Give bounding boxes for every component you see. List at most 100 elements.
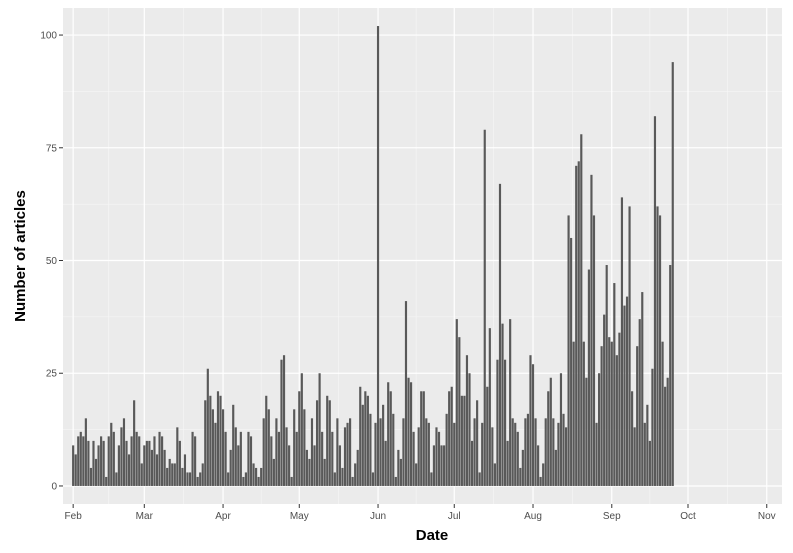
bar — [216, 391, 220, 486]
bar — [224, 431, 227, 486]
bar — [272, 458, 275, 486]
bar — [465, 355, 469, 486]
bar — [636, 346, 639, 486]
bar — [249, 436, 253, 486]
bar — [491, 427, 494, 486]
bar — [625, 296, 629, 486]
bar — [564, 427, 568, 486]
bar — [89, 467, 93, 486]
bar — [183, 454, 187, 486]
bar — [422, 391, 425, 486]
bar — [117, 445, 120, 486]
bars — [72, 26, 674, 486]
bar — [140, 463, 143, 486]
bar — [315, 400, 319, 486]
bar — [443, 445, 446, 486]
bar — [155, 454, 159, 486]
bar — [585, 377, 588, 486]
bar — [74, 454, 77, 486]
bar — [115, 472, 118, 486]
bar — [455, 319, 458, 486]
bar — [125, 440, 128, 486]
bar — [478, 472, 481, 486]
bar — [514, 422, 517, 486]
bar — [295, 431, 298, 486]
bar — [77, 436, 80, 486]
bar — [181, 467, 184, 486]
y-tick-label: 100 — [40, 31, 57, 42]
x-tick-label: Oct — [680, 511, 696, 522]
bar — [562, 413, 565, 486]
bar — [516, 431, 519, 486]
bar — [435, 427, 438, 486]
bar — [211, 409, 214, 486]
bar — [100, 436, 103, 486]
bar — [524, 418, 527, 486]
bar — [300, 373, 303, 486]
bar — [252, 463, 255, 486]
bar — [201, 463, 204, 486]
bar — [107, 436, 110, 486]
bar — [420, 391, 423, 486]
y-tick-label: 25 — [46, 369, 58, 380]
bar — [244, 472, 248, 486]
bar — [323, 458, 326, 486]
bar — [262, 418, 265, 486]
bar — [605, 265, 608, 486]
bar — [247, 431, 250, 486]
bar — [343, 427, 347, 486]
bar — [97, 445, 100, 486]
bar — [498, 183, 502, 486]
bar — [470, 440, 474, 486]
x-axis-title: Date — [416, 527, 449, 544]
bar — [613, 283, 616, 486]
bar — [364, 391, 367, 486]
bar — [237, 445, 240, 486]
bar — [392, 413, 395, 486]
bar — [620, 197, 624, 486]
bar — [270, 436, 273, 486]
bar — [458, 337, 461, 486]
bar — [288, 445, 291, 486]
bar — [460, 395, 463, 486]
bar — [493, 463, 496, 486]
bar — [161, 436, 164, 486]
bar — [509, 319, 512, 486]
bar — [506, 440, 509, 486]
x-tick-label: Sep — [603, 511, 621, 522]
bar — [171, 463, 174, 486]
bar — [321, 431, 324, 486]
bar — [158, 431, 161, 486]
bar — [204, 400, 207, 486]
bar — [232, 404, 235, 486]
bar — [209, 395, 212, 486]
x-tick-label: Aug — [524, 511, 542, 522]
bar — [476, 400, 479, 486]
bar — [399, 458, 402, 486]
x-tick-label: Feb — [65, 511, 83, 522]
bar — [450, 386, 453, 486]
bar — [133, 400, 136, 486]
bar — [354, 463, 357, 486]
bar — [415, 463, 418, 486]
bar — [519, 467, 522, 486]
minor-gridlines — [63, 8, 782, 504]
bar — [554, 449, 557, 486]
bar — [282, 355, 286, 486]
bar — [547, 391, 550, 486]
bar — [577, 161, 580, 486]
x-tick-label: Jun — [370, 511, 386, 522]
bar — [338, 445, 342, 486]
bar — [427, 422, 430, 486]
bar — [150, 449, 154, 486]
bar — [138, 436, 141, 486]
bar — [437, 431, 441, 486]
bar — [308, 458, 311, 486]
bar — [285, 427, 288, 486]
bar — [84, 418, 87, 486]
bar — [336, 418, 339, 486]
bar — [463, 395, 466, 486]
bar — [572, 341, 575, 486]
bar — [374, 422, 377, 486]
bar — [653, 116, 657, 486]
